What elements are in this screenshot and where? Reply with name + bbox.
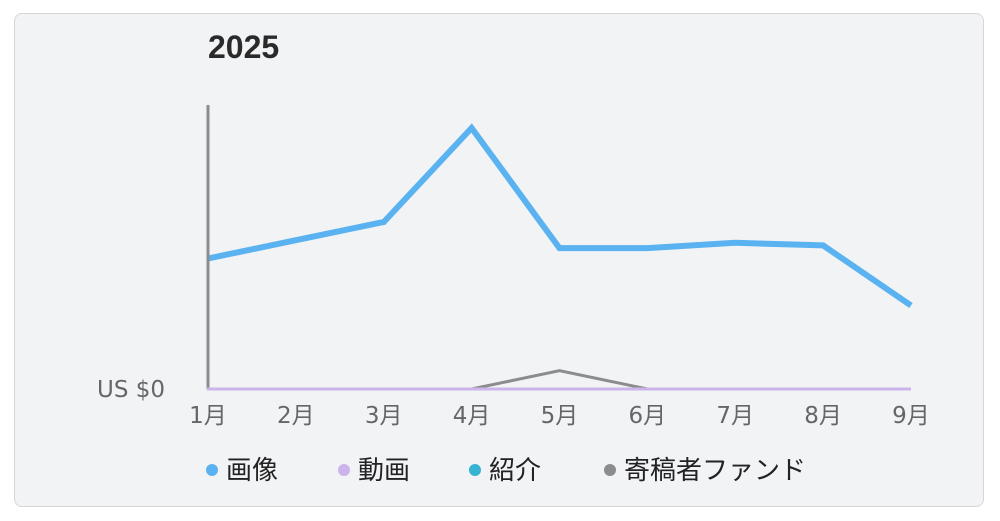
chart-title: 2025 — [208, 29, 280, 65]
legend-label: 画像 — [226, 456, 278, 486]
y-tick-label: US $0 — [97, 377, 165, 403]
legend-marker — [206, 464, 218, 476]
legend-item[interactable]: 画像 — [206, 456, 278, 486]
x-tick-label: 3月 — [365, 403, 403, 429]
legend-marker — [338, 464, 350, 476]
x-tick-label: 8月 — [804, 403, 842, 429]
x-tick-label: 7月 — [716, 403, 754, 429]
legend-item[interactable]: 紹介 — [469, 456, 541, 486]
x-tick-label: 1月 — [189, 403, 227, 429]
x-tick-label: 4月 — [453, 403, 491, 429]
x-tick-label: 9月 — [892, 403, 930, 429]
series-line-4 — [208, 369, 911, 391]
legend-marker — [604, 464, 616, 476]
chart-card — [14, 13, 984, 507]
x-tick-label: 6月 — [629, 403, 667, 429]
x-tick-label: 5月 — [541, 403, 579, 429]
legend-label: 紹介 — [489, 456, 541, 486]
x-tick-label: 2月 — [277, 403, 315, 429]
legend-item[interactable]: 寄稿者ファンド — [604, 456, 806, 486]
legend-label: 動画 — [358, 456, 410, 486]
legend-item[interactable]: 動画 — [338, 456, 410, 486]
series-line-1 — [207, 123, 913, 308]
legend-marker — [469, 464, 481, 476]
legend-label: 寄稿者ファンド — [624, 456, 806, 486]
